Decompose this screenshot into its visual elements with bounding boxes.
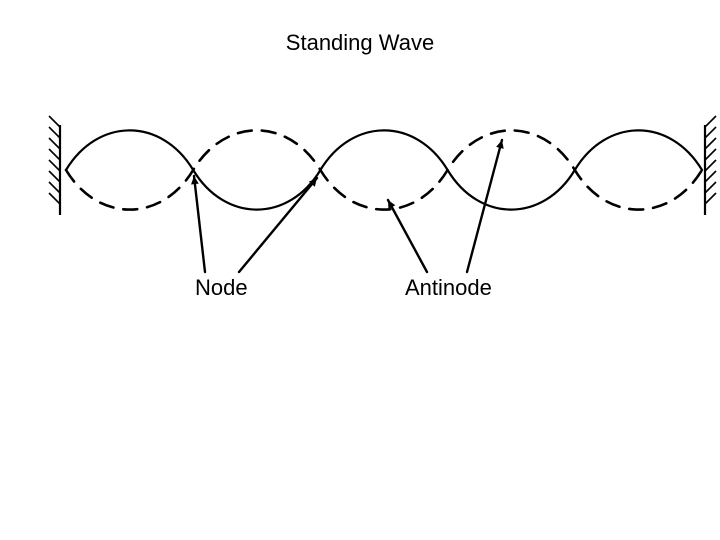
standing-wave-diagram: Standing Wave Node Antinode [0, 0, 720, 540]
antinode-label: Antinode [405, 275, 492, 301]
node-label: Node [195, 275, 248, 301]
wave-svg [0, 0, 720, 540]
